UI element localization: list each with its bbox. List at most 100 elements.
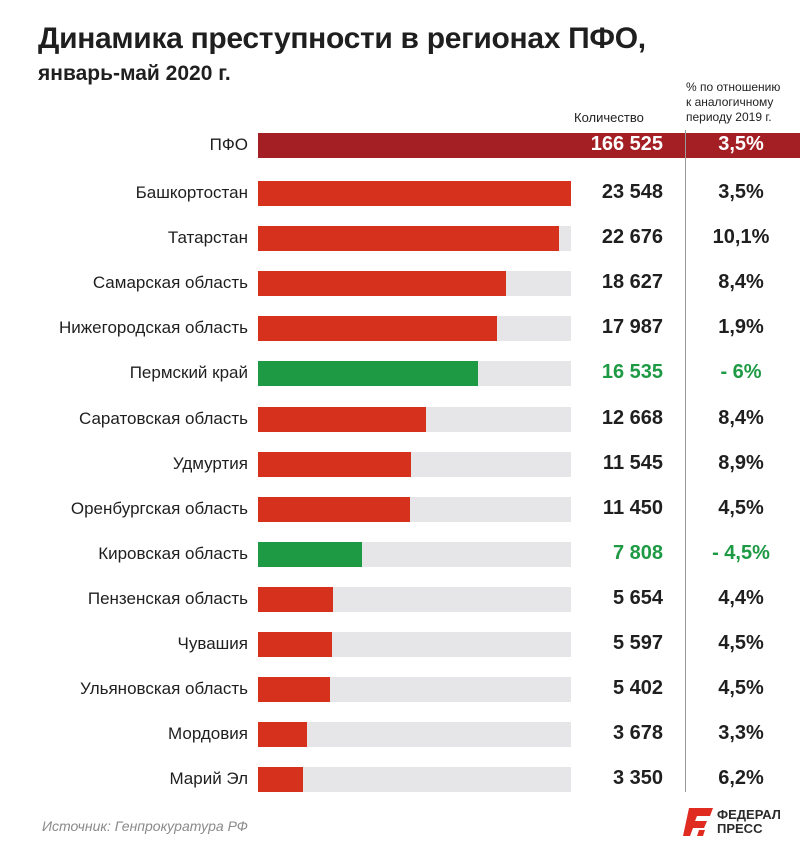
category-label: Мордовия	[168, 724, 248, 743]
total-row: ПФО 166 525 3,5%	[0, 133, 800, 158]
category-label: Кировская область	[98, 544, 248, 563]
bar-track	[258, 497, 571, 522]
bar-track	[258, 407, 571, 432]
category-label: Удмуртия	[172, 454, 248, 473]
bar	[258, 407, 426, 432]
category-label: Марий Эл	[169, 769, 248, 788]
bar-track	[258, 226, 571, 251]
bar-row: Марий Эл 3 350 6,2%	[0, 766, 800, 794]
pct-label: 4,5%	[718, 497, 764, 519]
bar-track	[258, 271, 571, 296]
column-divider	[685, 130, 686, 792]
pct-header-line: к аналогичному	[686, 95, 774, 109]
pct-column-header: % по отношению к аналогичному периоду 20…	[686, 80, 798, 125]
value-label: 22 676	[601, 226, 663, 248]
bar	[258, 632, 332, 657]
bar	[258, 226, 559, 251]
source-note: Источник: Генпрокуратура РФ	[42, 818, 248, 834]
pct-label: 3,5%	[718, 181, 764, 203]
value-label: 23 548	[601, 181, 663, 203]
bar	[258, 361, 478, 386]
bar-row: Татарстан 22 676 10,1%	[0, 225, 800, 253]
category-label: Нижегородская область	[59, 318, 248, 337]
bar-track	[258, 542, 571, 567]
bar	[258, 271, 506, 296]
pct-label: 1,9%	[718, 316, 764, 338]
pct-label: 10,1%	[712, 226, 770, 248]
bar-row: Оренбургская область 11 450 4,5%	[0, 496, 800, 524]
bar	[258, 677, 330, 702]
bar-track	[258, 316, 571, 341]
bar	[258, 722, 307, 747]
category-label: Оренбургская область	[70, 499, 248, 518]
bar-track	[258, 677, 571, 702]
chart-title: Динамика преступности в регионах ПФО,	[38, 22, 646, 55]
total-pct: 3,5%	[718, 133, 764, 155]
value-label: 5 402	[612, 677, 663, 699]
category-label: Саратовская область	[79, 409, 248, 428]
category-label: Пермский край	[129, 363, 248, 382]
value-label: 11 545	[602, 452, 663, 474]
value-label: 11 450	[602, 497, 663, 519]
pct-label: 8,4%	[718, 271, 764, 293]
pct-header-line: периоду 2019 г.	[686, 110, 772, 124]
value-label: 3 678	[612, 722, 663, 744]
category-label: Ульяновская область	[80, 679, 248, 698]
chart-subtitle: январь-май 2020 г.	[38, 62, 231, 85]
pct-label: - 4,5%	[712, 542, 770, 564]
value-label: 5 597	[612, 632, 663, 654]
total-band	[258, 133, 800, 158]
publisher-logo: ФЕДЕРАЛ ПРЕСС	[683, 806, 793, 838]
bar	[258, 316, 497, 341]
value-label: 5 654	[612, 587, 663, 609]
bar-row: Саратовская область 12 668 8,4%	[0, 406, 800, 434]
bar-track	[258, 632, 571, 657]
bar-row: Самарская область 18 627 8,4%	[0, 270, 800, 298]
bar-row: Ульяновская область 5 402 4,5%	[0, 676, 800, 704]
pct-label: 3,3%	[718, 722, 764, 744]
total-value: 166 525	[590, 133, 663, 155]
pct-header-line: % по отношению	[686, 80, 781, 94]
pct-label: 4,4%	[718, 587, 764, 609]
pct-label: - 6%	[720, 361, 762, 383]
count-column-header: Количество	[574, 110, 644, 125]
bar-row: Нижегородская область 17 987 1,9%	[0, 315, 800, 343]
pct-label: 6,2%	[718, 767, 764, 789]
fp-logo-icon	[683, 808, 713, 836]
logo-line: ПРЕСС	[717, 821, 763, 836]
bar-row: Пензенская область 5 654 4,4%	[0, 586, 800, 614]
value-label: 3 350	[612, 767, 663, 789]
bar	[258, 587, 333, 612]
bar-row: Мордовия 3 678 3,3%	[0, 721, 800, 749]
logo-line: ФЕДЕРАЛ	[717, 807, 781, 822]
total-label: ПФО	[209, 135, 248, 154]
bar	[258, 181, 571, 206]
logo-wordmark: ФЕДЕРАЛ ПРЕСС	[717, 808, 781, 836]
bar-track	[258, 587, 571, 612]
bar-row: Пермский край 16 535 - 6%	[0, 360, 800, 388]
category-label: Татарстан	[167, 228, 248, 247]
pct-label: 4,5%	[718, 632, 764, 654]
value-label: 18 627	[601, 271, 663, 293]
value-label: 12 668	[601, 407, 663, 429]
bar	[258, 497, 410, 522]
bar-row: Удмуртия 11 545 8,9%	[0, 451, 800, 479]
bar-track	[258, 361, 571, 386]
pct-label: 8,9%	[718, 452, 764, 474]
bar-row: Чувашия 5 597 4,5%	[0, 631, 800, 659]
category-label: Самарская область	[92, 273, 248, 292]
bar	[258, 767, 303, 792]
value-label: 7 808	[612, 542, 663, 564]
pct-label: 8,4%	[718, 407, 764, 429]
bar-row: Кировская область 7 808 - 4,5%	[0, 541, 800, 569]
bar-track	[258, 452, 571, 477]
category-label: Башкортостан	[135, 183, 248, 202]
bar	[258, 542, 362, 567]
bar	[258, 452, 411, 477]
category-label: Пензенская область	[87, 589, 248, 608]
value-label: 17 987	[601, 316, 663, 338]
bar-track	[258, 722, 571, 747]
bar-track	[258, 181, 571, 206]
category-label: Чувашия	[177, 634, 248, 653]
bar-track	[258, 767, 571, 792]
